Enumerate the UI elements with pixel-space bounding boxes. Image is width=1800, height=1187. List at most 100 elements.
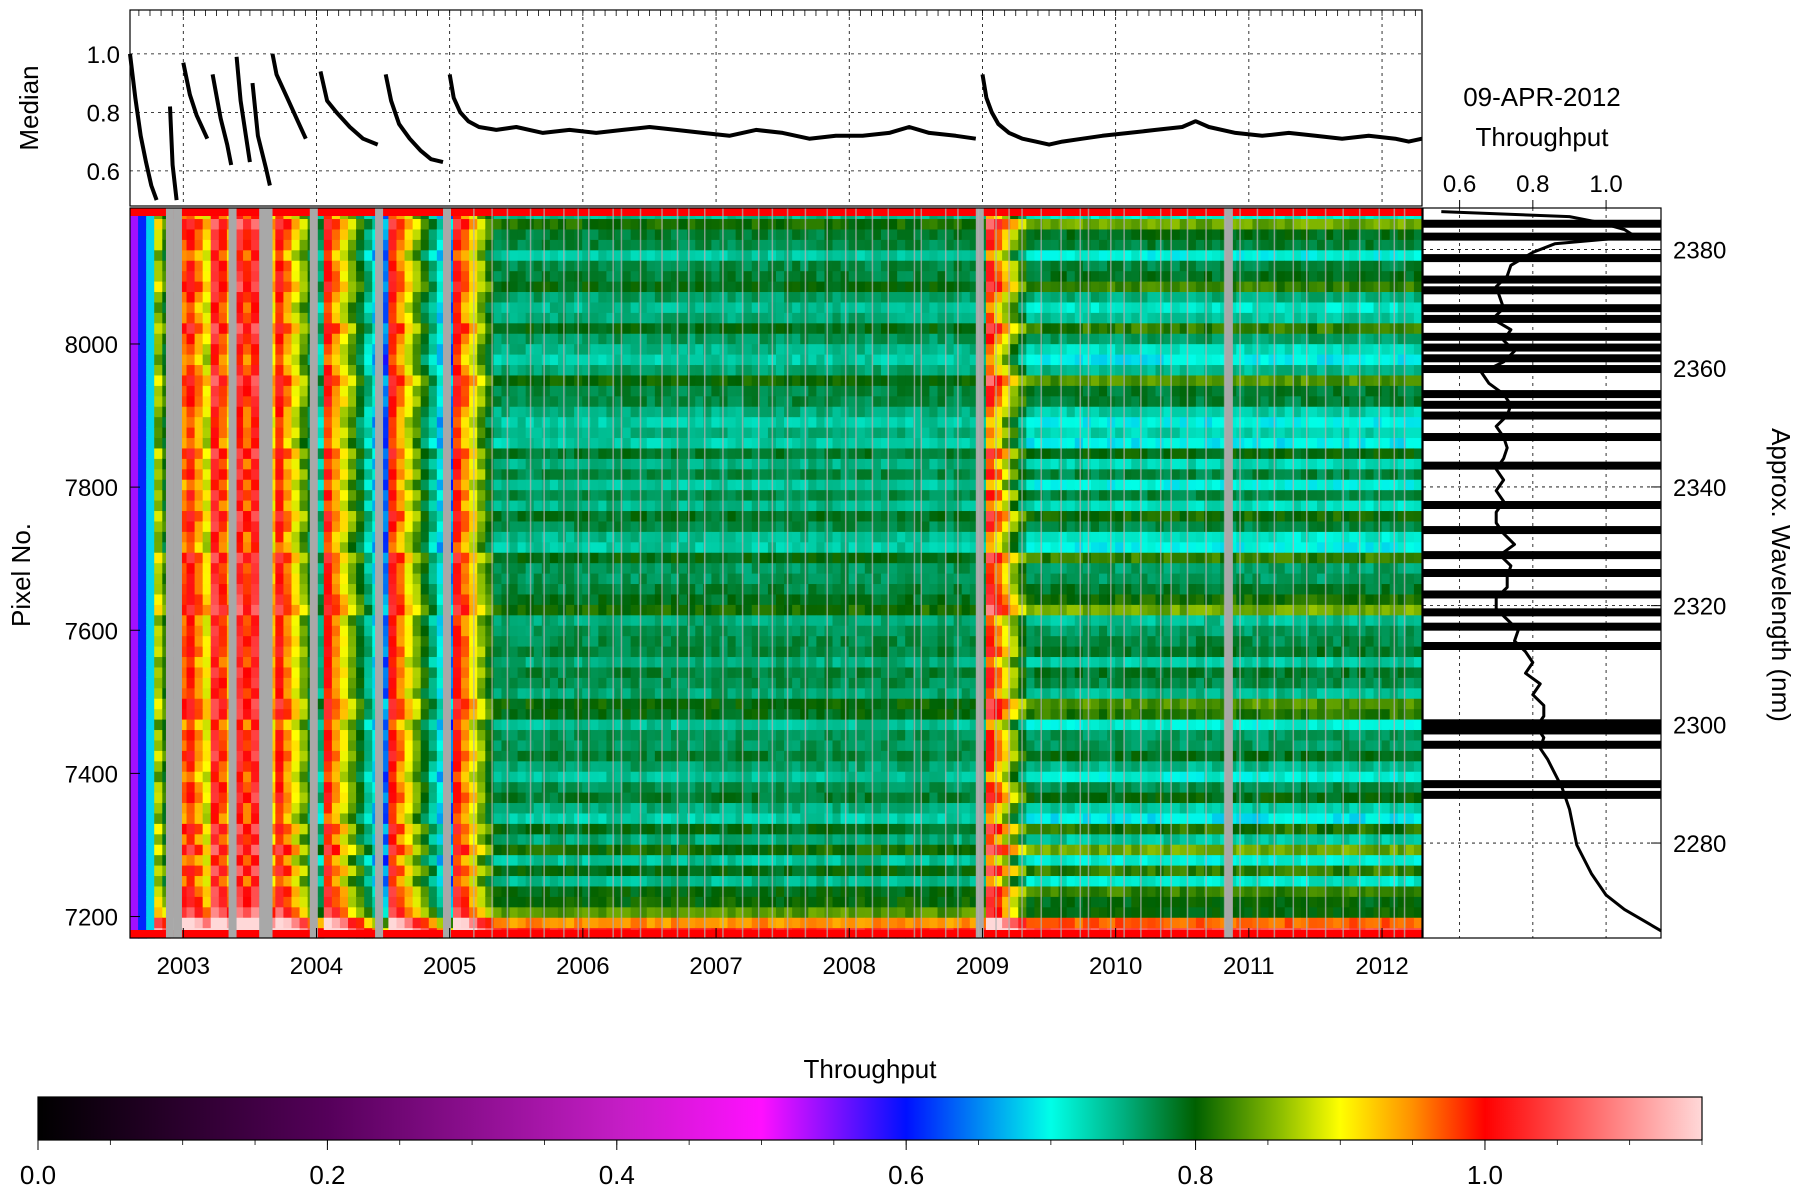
heatmap-cell [331, 917, 341, 929]
heatmap-cell [654, 844, 664, 856]
heatmap-cell [315, 906, 325, 918]
heatmap-cell [348, 385, 357, 397]
heatmap-cell [582, 260, 591, 272]
heatmap-cell [549, 708, 559, 720]
heatmap-cell [218, 437, 228, 449]
heatmap-cell [339, 729, 349, 741]
heatmap-cell [549, 917, 559, 929]
heatmap-cell [622, 281, 632, 293]
heatmap-cell [453, 343, 462, 355]
heatmap-cell [396, 781, 406, 793]
heatmap-cell [461, 573, 470, 585]
heatmap-cell [186, 614, 196, 626]
heatmap-cell [566, 500, 575, 512]
heatmap-cell [485, 374, 494, 386]
heatmap-cell [606, 333, 616, 345]
heatmap-cell [130, 291, 139, 303]
heatmap-cell [275, 896, 285, 908]
heatmap-cell [299, 593, 309, 605]
heatmap-cell [493, 833, 503, 845]
heatmap-cell [315, 583, 325, 595]
heatmap-cell [428, 583, 438, 595]
heatmap-cell [622, 865, 632, 877]
heatmap-cell [299, 447, 309, 459]
heatmap-cell [493, 750, 503, 762]
heatmap-cell [210, 343, 220, 355]
heatmap-cell [679, 593, 688, 605]
heatmap-cell [251, 625, 260, 637]
heatmap-cell [210, 781, 220, 793]
heatmap-cell [582, 510, 591, 522]
heatmap-cell [622, 646, 632, 658]
heatmap-cell [533, 646, 543, 658]
heatmap-cell [339, 698, 349, 710]
heatmap-cell [291, 896, 301, 908]
heatmap-cell [339, 781, 349, 793]
heatmap-cell [541, 301, 551, 313]
heatmap-cell [339, 792, 349, 804]
heatmap-cell [299, 708, 309, 720]
heatmap-cell [533, 771, 543, 783]
heatmap-cell [323, 573, 333, 585]
heatmap-cell [622, 552, 632, 564]
heatmap-cell [638, 593, 648, 605]
heatmap-cell [331, 625, 341, 637]
heatmap-cell [582, 458, 591, 470]
heatmap-cell [541, 437, 551, 449]
heatmap-cell [590, 677, 599, 689]
heatmap-cell [380, 802, 389, 814]
heatmap-cell [549, 322, 559, 334]
heatmap-cell [654, 792, 664, 804]
heatmap-cell [606, 479, 616, 491]
heatmap-cell [428, 468, 438, 480]
heatmap-cell [671, 510, 680, 522]
heatmap-cell [590, 218, 599, 230]
heatmap-cell [501, 427, 511, 439]
heatmap-cell [517, 854, 527, 866]
heatmap-cell [218, 885, 228, 897]
heatmap-cell [517, 479, 527, 491]
heatmap-cell [218, 406, 228, 418]
heatmap-cell [477, 437, 486, 449]
heatmap-cell [186, 447, 196, 459]
heatmap-cell [130, 781, 139, 793]
heatmap-cell [630, 468, 640, 480]
heatmap-cell [154, 781, 163, 793]
heatmap-cell [275, 666, 285, 678]
heatmap-cell [283, 239, 293, 251]
heatmap-cell [420, 875, 430, 887]
heatmap-cell [315, 447, 325, 459]
heatmap-cell [671, 385, 680, 397]
heatmap-cell [598, 854, 608, 866]
heatmap-cell [671, 416, 680, 428]
heatmap-cell [210, 666, 220, 678]
heatmap-cell [138, 656, 147, 668]
heatmap-cell [598, 885, 608, 897]
heatmap-cell [566, 249, 575, 261]
heatmap-cell [348, 844, 357, 856]
heatmap-cell [218, 760, 228, 772]
heatmap-cell [146, 489, 155, 501]
heatmap-cell [509, 322, 519, 334]
heatmap-cell [146, 781, 155, 793]
heatmap-cell [291, 666, 301, 678]
heatmap-cell [582, 792, 591, 804]
heatmap-cell [154, 416, 163, 428]
heatmap-cell [679, 270, 688, 282]
heatmap-cell [582, 281, 591, 293]
heatmap-cell [364, 802, 373, 814]
heatmap-cell [178, 708, 188, 720]
heatmap-cell [606, 698, 616, 710]
heatmap-cell [404, 437, 414, 449]
heatmap-cell [202, 406, 212, 418]
heatmap-cell [662, 374, 672, 386]
heatmap-cell [436, 312, 446, 324]
heatmap-cell [533, 844, 543, 856]
heatmap-cell [291, 479, 301, 491]
heatmap-cell [130, 281, 139, 293]
heatmap-cell [493, 291, 503, 303]
heatmap-cell [130, 270, 139, 282]
heatmap-cell [646, 792, 656, 804]
heatmap-cell [630, 614, 640, 626]
heatmap-cell [243, 333, 252, 345]
